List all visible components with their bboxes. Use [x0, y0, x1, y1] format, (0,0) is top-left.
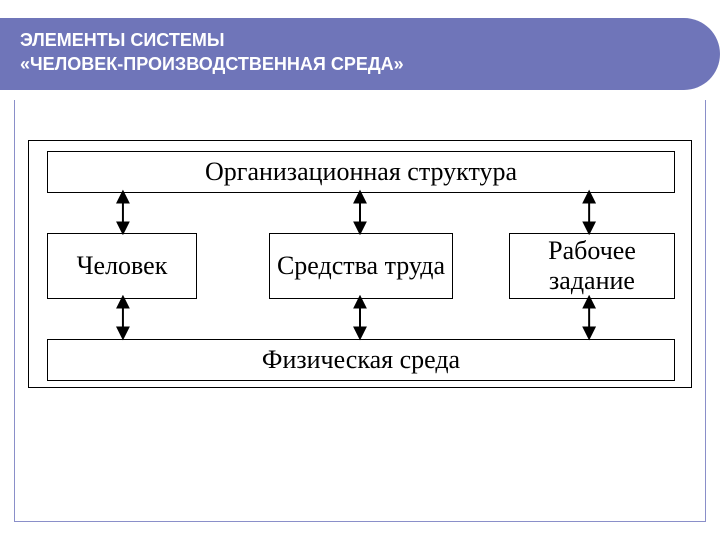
arrows-layer	[29, 141, 691, 387]
slide: ЭЛЕМЕНТЫ СИСТЕМЫ «ЧЕЛОВЕК-ПРОИЗВОДСТВЕНН…	[0, 0, 720, 540]
slide-title: ЭЛЕМЕНТЫ СИСТЕМЫ «ЧЕЛОВЕК-ПРОИЗВОДСТВЕНН…	[20, 28, 560, 76]
diagram: Организационная структура Человек Средст…	[29, 141, 691, 387]
title-line-2: «ЧЕЛОВЕК-ПРОИЗВОДСТВЕННАЯ СРЕДА»	[20, 54, 404, 74]
title-line-1: ЭЛЕМЕНТЫ СИСТЕМЫ	[20, 30, 224, 50]
diagram-frame: Организационная структура Человек Средст…	[28, 140, 692, 388]
